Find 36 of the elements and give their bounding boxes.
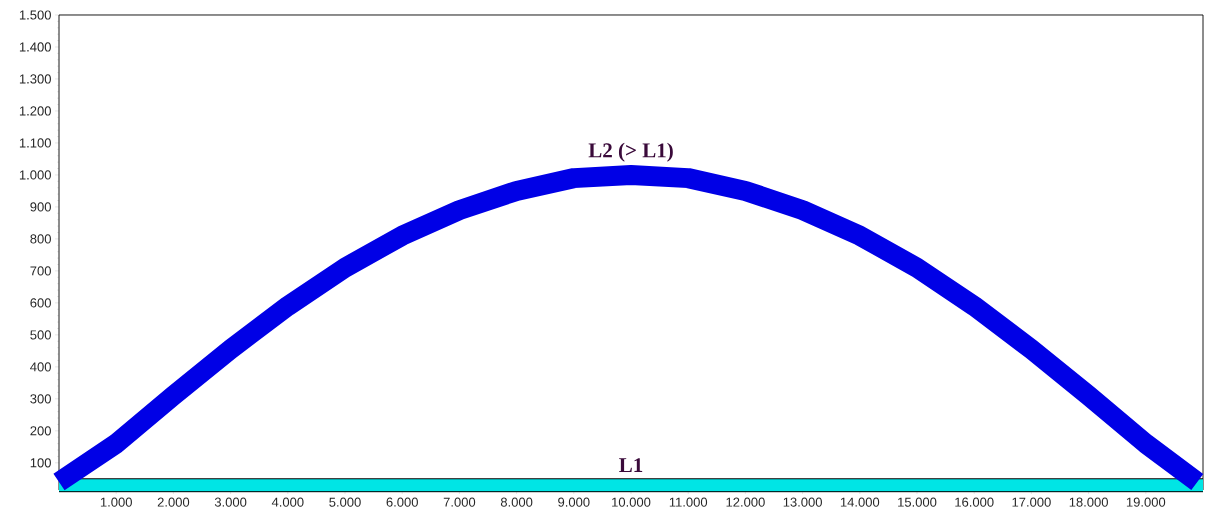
y-tick-label: 800 <box>30 234 51 244</box>
x-tick-label: 11.000 <box>669 497 708 507</box>
y-tick-label: 300 <box>30 394 51 404</box>
x-tick-label: 12.000 <box>726 497 765 507</box>
x-tick-label: 14.000 <box>840 497 880 507</box>
x-tick-label: 4.000 <box>271 497 304 507</box>
annotation: L1 <box>619 458 643 472</box>
y-tick-label: 1.400 <box>19 42 51 52</box>
y-tick-label: 1.200 <box>19 106 51 116</box>
x-tick-label: 17.000 <box>1012 497 1051 507</box>
x-tick-label: 7.000 <box>443 497 476 507</box>
x-tick-label: 5.000 <box>329 497 361 507</box>
x-tick-label: 16.000 <box>955 497 994 507</box>
annotation: L2 (> L1) <box>588 142 673 162</box>
x-tick-label: 2.000 <box>157 497 190 507</box>
y-tick-label: 200 <box>30 426 51 436</box>
y-tick-label: 900 <box>30 202 51 212</box>
x-tick-label: 13.000 <box>783 497 822 507</box>
x-tick-label: 3.000 <box>214 497 247 507</box>
y-tick-label: 700 <box>30 266 51 276</box>
x-tick-label: 19.000 <box>1126 497 1166 507</box>
y-tick-label: 500 <box>30 330 51 340</box>
y-tick-label: 1.500 <box>19 10 51 20</box>
x-tick-label: 6.000 <box>386 497 418 507</box>
y-tick-label: 1.300 <box>19 74 51 84</box>
y-tick-label: 1.000 <box>19 170 51 180</box>
y-tick-label: 1.100 <box>19 138 51 148</box>
x-tick-label: 18.000 <box>1069 497 1108 507</box>
x-tick-label: 15.000 <box>898 497 937 507</box>
x-tick-label: 10.000 <box>612 497 651 507</box>
y-tick-label: 100 <box>30 458 51 468</box>
x-tick-label: 9.000 <box>558 497 590 507</box>
x-tick-label: 8.000 <box>500 497 533 507</box>
y-tick-label: 600 <box>30 298 51 308</box>
y-tick-label: 400 <box>30 362 51 372</box>
x-tick-label: 1.000 <box>100 497 132 507</box>
